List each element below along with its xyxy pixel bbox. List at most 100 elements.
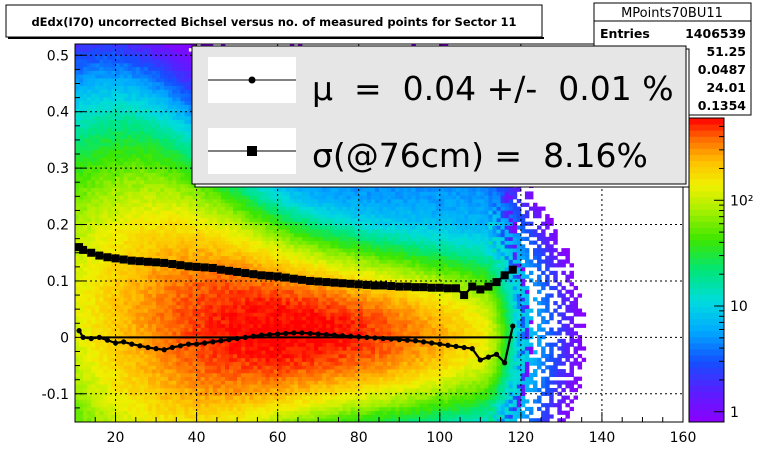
heatmap-cell (160, 59, 165, 64)
heatmap-cell (139, 59, 145, 64)
heatmap-cell (156, 338, 161, 344)
heatmap-cell (75, 93, 80, 98)
heatmap-cell (164, 406, 169, 412)
heatmap-cell (99, 263, 104, 268)
heatmap-cell (212, 278, 218, 283)
heatmap-cell (91, 123, 96, 128)
heatmap-cell (91, 297, 96, 302)
heatmap-cell (87, 255, 92, 260)
heatmap-cell (123, 187, 129, 192)
heatmap-cell (147, 51, 153, 56)
heatmap-cell (143, 206, 149, 211)
heatmap-cell (139, 297, 145, 302)
heatmap-cell (245, 236, 250, 241)
heatmap-cell (91, 119, 96, 124)
heatmap-cell (168, 127, 173, 132)
heatmap-cell (131, 195, 137, 200)
heatmap-cell (91, 78, 96, 83)
heatmap-cell (180, 142, 185, 147)
heatmap-cell (115, 81, 120, 86)
heatmap-cell (164, 157, 169, 162)
heatmap-cell (115, 62, 120, 68)
heatmap-cell (115, 130, 120, 136)
heatmap-cell (188, 229, 193, 234)
heatmap-cell (257, 312, 262, 317)
heatmap-cell (261, 244, 266, 249)
heatmap-cell (229, 399, 234, 404)
heatmap-cell (208, 221, 214, 226)
heatmap-cell (180, 274, 185, 279)
heatmap-cell (135, 380, 141, 385)
heatmap-cell (139, 153, 145, 158)
heatmap-cell (135, 301, 141, 306)
heatmap-cell (208, 357, 214, 362)
heatmap-cell (233, 240, 238, 245)
heatmap-cell (172, 164, 177, 170)
heatmap-cell (147, 251, 153, 257)
heatmap-cell (220, 198, 226, 204)
heatmap-cell (95, 74, 100, 79)
heatmap-cell (229, 410, 234, 415)
heatmap-cell (164, 278, 169, 283)
heatmap-cell (143, 47, 149, 52)
heatmap-cell (204, 187, 210, 192)
heatmap-cell (233, 282, 238, 287)
heatmap-cell (249, 244, 254, 249)
heatmap-cell (91, 331, 96, 336)
heatmap-cell (253, 319, 258, 325)
heatmap-cell (253, 282, 258, 287)
heatmap-cell (257, 217, 262, 223)
heatmap-cell (107, 229, 112, 234)
heatmap-cell (83, 214, 88, 219)
heatmap-cell (160, 78, 165, 83)
heatmap-cell (265, 387, 270, 393)
heatmap-cell (147, 376, 153, 381)
heatmap-cell (127, 62, 133, 68)
heatmap-cell (115, 297, 120, 302)
heatmap-cell (253, 278, 258, 283)
heatmap-cell (168, 44, 173, 49)
heatmap-cell (127, 96, 133, 102)
heatmap-cell (265, 217, 270, 223)
heatmap-cell (131, 233, 137, 238)
heatmap-cell (164, 206, 169, 211)
heatmap-cell (91, 380, 96, 385)
heatmap-cell (176, 206, 181, 211)
heatmap-cell (127, 338, 133, 344)
heatmap-cell (95, 195, 100, 200)
heatmap-cell (253, 399, 258, 404)
heatmap-cell (99, 353, 104, 359)
heatmap-cell (160, 130, 165, 136)
heatmap-cell (229, 236, 234, 241)
heatmap-cell (164, 62, 169, 68)
heatmap-cell (269, 248, 275, 253)
heatmap-cell (168, 301, 173, 306)
heatmap-cell (261, 282, 266, 287)
heatmap-cell (152, 387, 157, 393)
heatmap-cell (119, 104, 125, 109)
heatmap-cell (212, 304, 218, 309)
heatmap-cell (147, 93, 153, 98)
heatmap-cell (164, 380, 169, 385)
heatmap-cell (192, 191, 197, 196)
heatmap-cell (168, 70, 173, 75)
heatmap-cell (87, 44, 92, 49)
heatmap-cell (119, 74, 125, 79)
heatmap-cell (204, 338, 210, 344)
heatmap-cell (204, 293, 210, 298)
heatmap-cell (103, 399, 108, 404)
heatmap-cell (131, 304, 137, 309)
heatmap-cell (188, 85, 193, 90)
heatmap-cell (152, 414, 157, 419)
heatmap-cell (135, 206, 141, 211)
heatmap-cell (180, 316, 185, 321)
heatmap-cell (79, 104, 84, 109)
heatmap-cell (152, 308, 157, 313)
heatmap-cell (83, 319, 88, 325)
heatmap-cell (253, 410, 258, 415)
heatmap-cell (75, 285, 80, 291)
heatmap-cell (224, 244, 230, 249)
heatmap-cell (123, 297, 129, 302)
heatmap-cell (147, 153, 153, 158)
heatmap-cell (83, 312, 88, 317)
